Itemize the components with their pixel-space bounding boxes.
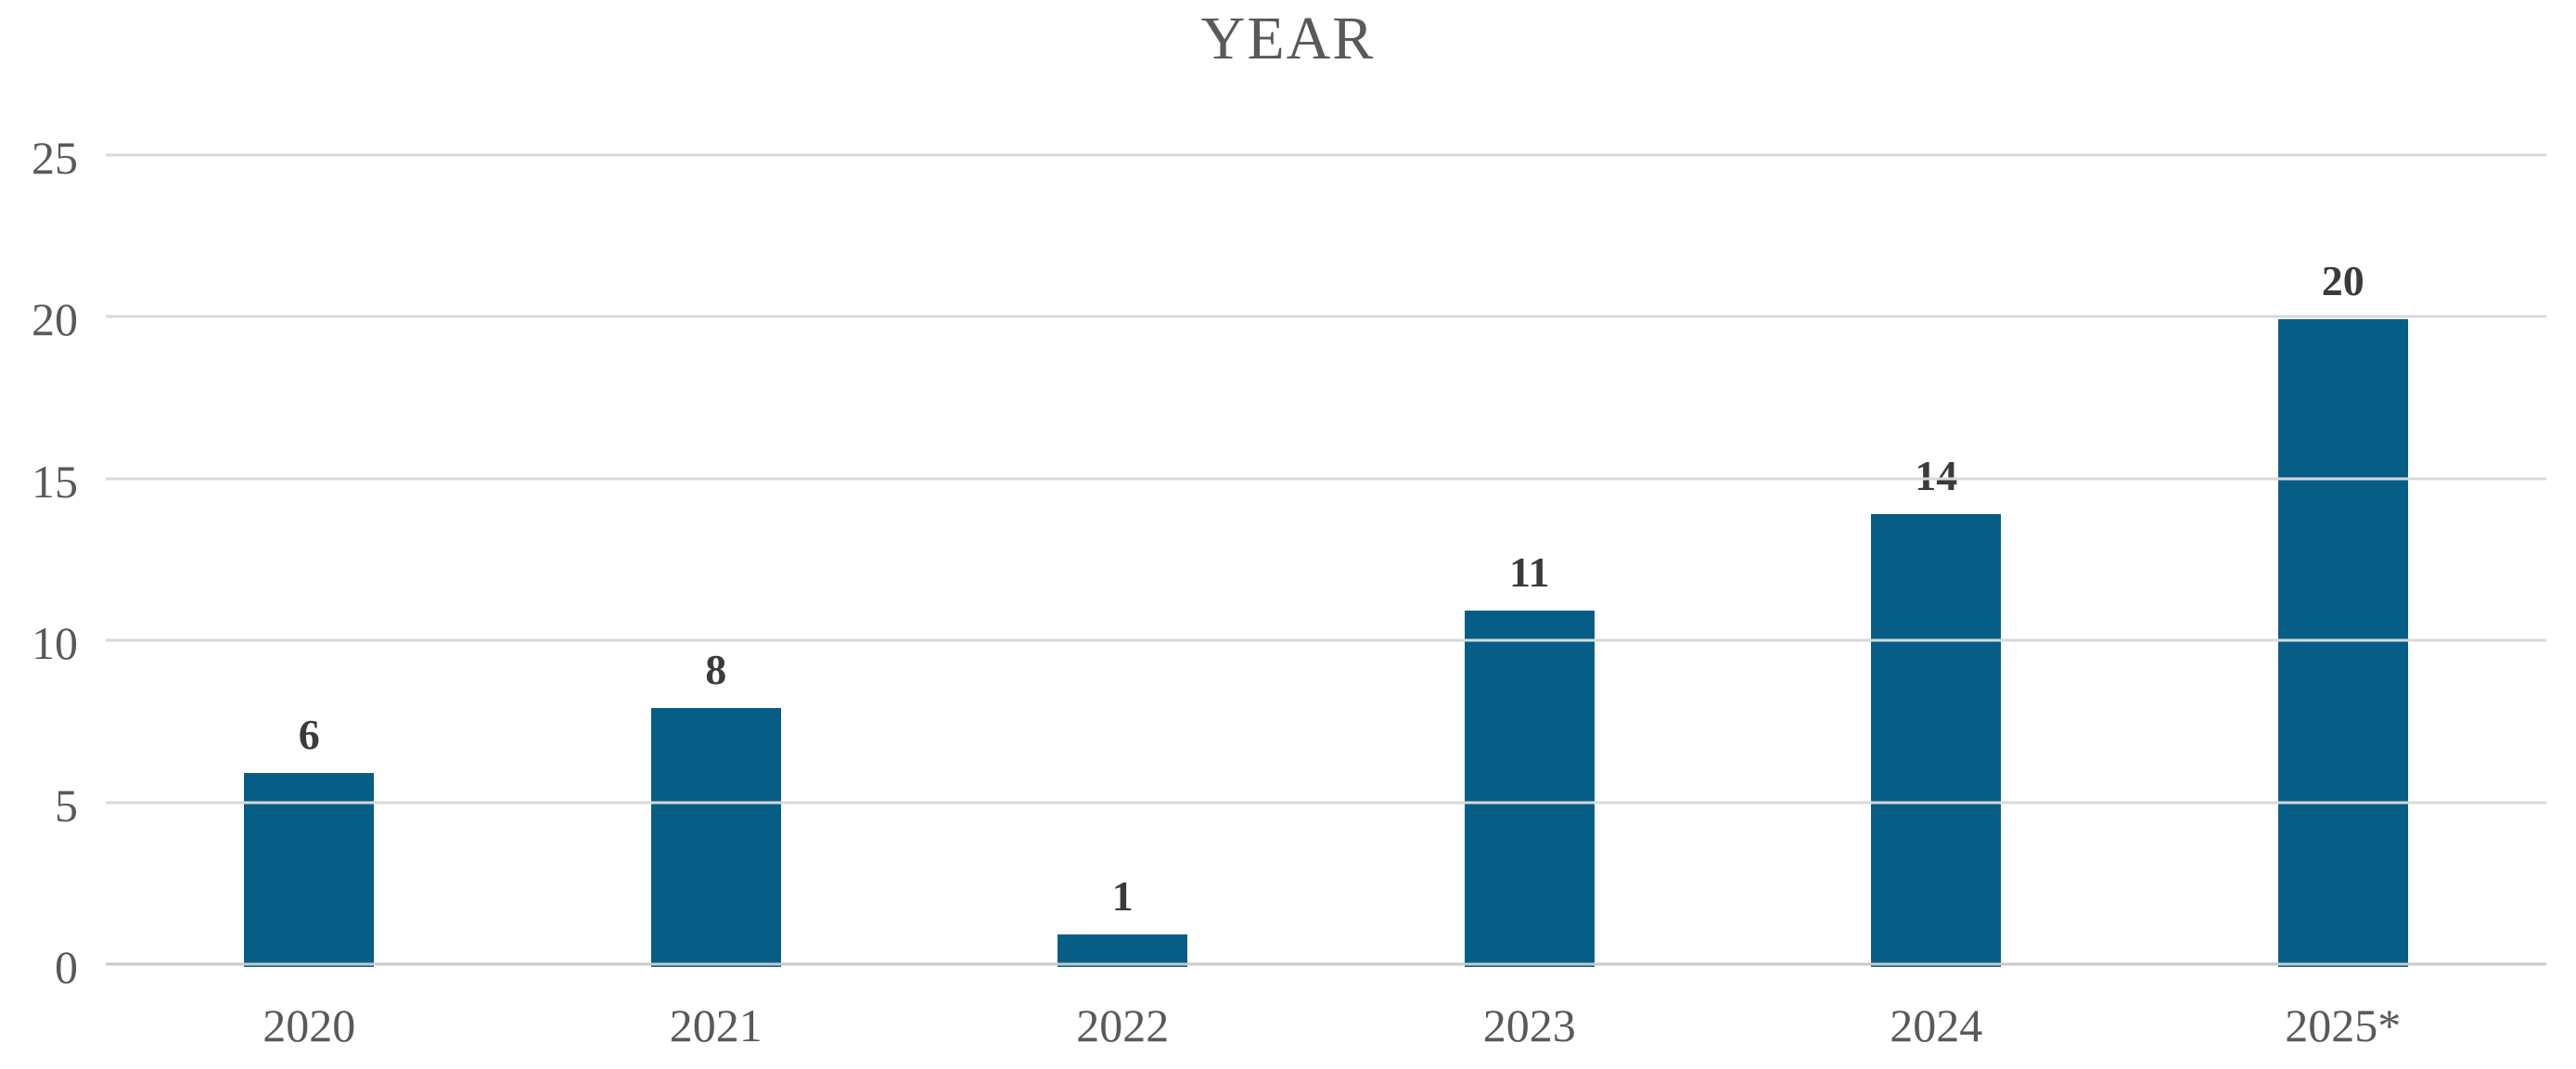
bar-value-label: 14 (1915, 451, 1958, 499)
x-tick-label: 2020 (263, 999, 356, 1051)
bar (1464, 611, 1595, 967)
bar (1871, 513, 2002, 967)
gridline (106, 638, 2546, 642)
y-tick-label: 0 (55, 941, 78, 993)
bar-column: 11 (1326, 158, 1734, 967)
bar-value-label: 8 (705, 645, 727, 693)
x-tick-label: 2023 (1482, 999, 1576, 1051)
x-tick-label: 2024 (1890, 999, 1983, 1051)
bar-column: 14 (1733, 158, 2140, 967)
gridline (106, 153, 2546, 157)
bar-column: 20 (2140, 158, 2547, 967)
y-axis: 0 5 10 15 20 25 (0, 135, 85, 990)
bar (650, 707, 781, 967)
x-tick-label: 2025* (2285, 999, 2402, 1051)
bar-column: 1 (919, 158, 1326, 967)
bar-series: 6 8 1 11 14 20 (106, 158, 2546, 967)
bar (244, 772, 375, 967)
y-tick-label: 20 (32, 293, 78, 346)
y-tick-label: 5 (55, 779, 78, 831)
bar-value-label: 6 (298, 710, 320, 758)
y-tick-label: 10 (32, 617, 78, 670)
plot-area: 6 8 1 11 14 20 (106, 153, 2546, 967)
gridline (106, 315, 2546, 318)
bar-value-label: 20 (2321, 257, 2365, 305)
bar-value-label: 11 (1509, 548, 1550, 597)
x-tick-label: 2022 (1076, 999, 1170, 1051)
x-tick-label: 2021 (669, 999, 763, 1051)
x-axis: 2020 2021 2022 2023 2024 2025* (106, 967, 2546, 1049)
bar-column: 8 (513, 158, 920, 967)
chart-title: YEAR (1200, 5, 1376, 72)
bar (1057, 934, 1188, 967)
gridline (106, 477, 2546, 481)
bar-column: 6 (106, 158, 513, 967)
bar-value-label: 1 (1111, 872, 1134, 921)
bar (2277, 319, 2408, 967)
y-tick-label: 25 (32, 132, 78, 184)
x-axis-line (106, 962, 2546, 966)
y-tick-label: 15 (32, 455, 78, 508)
gridline (106, 801, 2546, 805)
